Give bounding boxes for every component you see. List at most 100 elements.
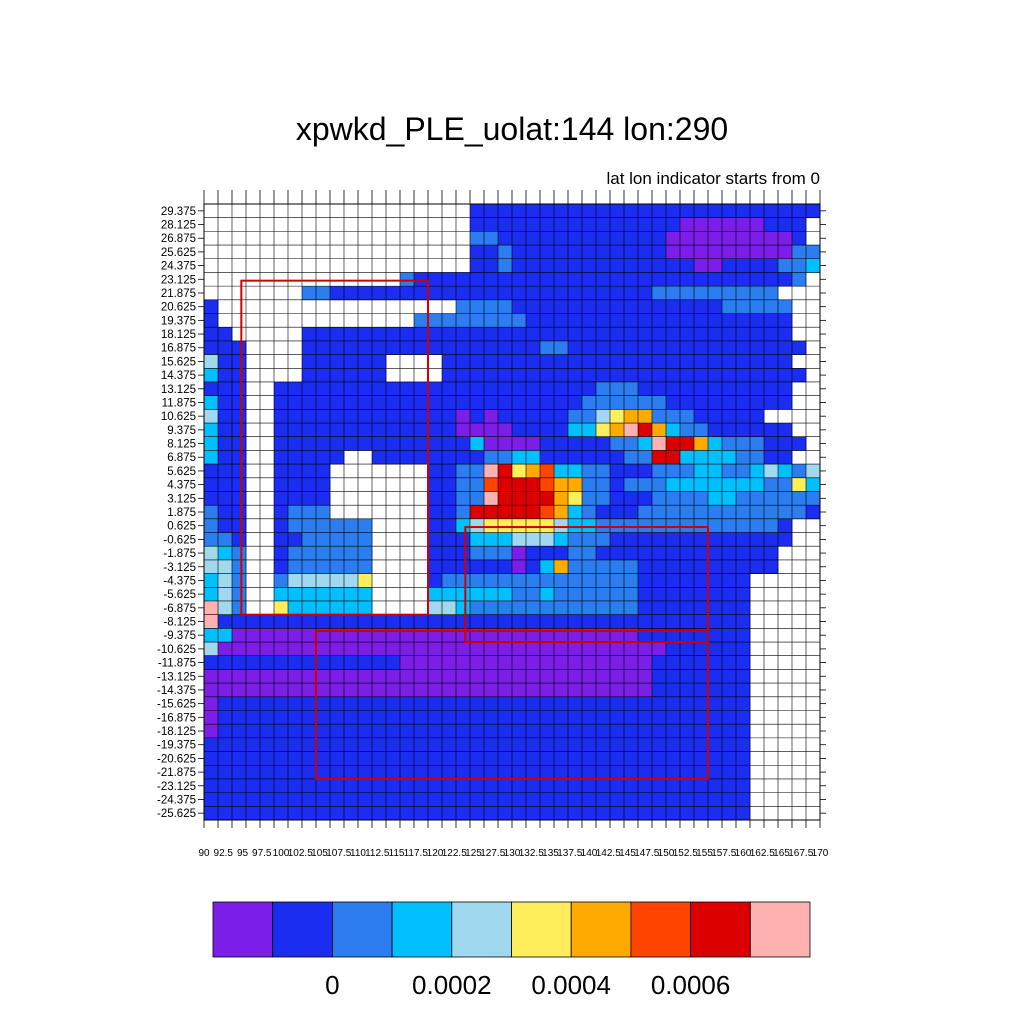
heatmap-cell xyxy=(680,559,695,574)
heatmap-cell xyxy=(666,559,681,574)
x-tick-label: 162.5 xyxy=(750,848,775,859)
heatmap-cell xyxy=(316,710,331,725)
heatmap-cell xyxy=(344,751,359,766)
heatmap-cell xyxy=(232,477,247,492)
heatmap-cell xyxy=(540,765,555,780)
heatmap-cell xyxy=(442,614,457,629)
heatmap-cell xyxy=(302,642,317,657)
heatmap-cell xyxy=(316,778,331,794)
heatmap-cell xyxy=(540,806,555,821)
heatmap-cell xyxy=(680,696,695,711)
heatmap-cell xyxy=(428,587,443,602)
heatmap-cell xyxy=(512,587,527,602)
heatmap-cell xyxy=(316,368,331,383)
heatmap-cell xyxy=(400,683,415,698)
heatmap-cell xyxy=(456,368,471,383)
heatmap-cell xyxy=(274,477,289,492)
heatmap-cell xyxy=(344,792,359,807)
heatmap-cell xyxy=(400,655,415,670)
heatmap-cell xyxy=(484,231,499,246)
heatmap-cell xyxy=(470,477,485,492)
heatmap-cell xyxy=(652,368,667,383)
heatmap-cell xyxy=(358,436,373,451)
heatmap-cell xyxy=(428,573,443,588)
heatmap-cell xyxy=(456,313,471,328)
heatmap-cell xyxy=(330,710,345,725)
heatmap-cell xyxy=(232,423,247,438)
heatmap-cell xyxy=(540,245,555,260)
heatmap-cell xyxy=(288,491,303,506)
heatmap-cell xyxy=(568,354,583,369)
heatmap-cell xyxy=(288,696,303,711)
heatmap-cell xyxy=(722,381,737,397)
heatmap-cell xyxy=(638,395,653,410)
heatmap-cell xyxy=(708,354,723,369)
heatmap-cell xyxy=(554,286,569,301)
heatmap-cell xyxy=(540,737,555,752)
heatmap-cell xyxy=(638,450,653,465)
heatmap-cell xyxy=(652,655,667,670)
heatmap-cell xyxy=(680,258,695,273)
heatmap-cell xyxy=(540,450,555,465)
heatmap-cell xyxy=(568,450,583,465)
heatmap-cell xyxy=(512,423,527,438)
heatmap-cell xyxy=(218,642,233,657)
heatmap-cell xyxy=(498,724,513,739)
heatmap-cell xyxy=(526,724,541,739)
heatmap-cell xyxy=(652,272,667,287)
heatmap-cell xyxy=(288,765,303,780)
heatmap-cell xyxy=(764,518,779,533)
heatmap-cell xyxy=(540,559,555,574)
colorbar-label: 0 xyxy=(325,970,339,1000)
heatmap-cell xyxy=(680,778,695,794)
heatmap-cell xyxy=(610,614,625,629)
heatmap-cell xyxy=(680,669,695,684)
heatmap-cell xyxy=(428,792,443,807)
heatmap-cell xyxy=(428,313,443,328)
heatmap-cell xyxy=(456,696,471,711)
heatmap-cell xyxy=(498,395,513,410)
heatmap-cell xyxy=(442,423,457,438)
heatmap-cell xyxy=(736,381,751,397)
heatmap-cell xyxy=(330,600,345,616)
heatmap-cell xyxy=(708,450,723,465)
heatmap-cell xyxy=(372,737,387,752)
heatmap-cell xyxy=(344,669,359,684)
heatmap-cell xyxy=(470,354,485,369)
heatmap-cell xyxy=(708,491,723,506)
heatmap-cell xyxy=(218,436,233,451)
heatmap-cell xyxy=(316,573,331,588)
heatmap-cell xyxy=(330,450,345,465)
heatmap-cell xyxy=(624,587,639,602)
y-tick-label: -3.125 xyxy=(163,562,196,574)
heatmap-cell xyxy=(750,477,765,492)
heatmap-cell xyxy=(358,286,373,301)
heatmap-cell xyxy=(708,409,723,424)
heatmap-cell xyxy=(638,518,653,533)
heatmap-cell xyxy=(624,724,639,739)
heatmap-cell xyxy=(344,354,359,369)
heatmap-cell xyxy=(442,436,457,451)
heatmap-cell xyxy=(442,792,457,807)
heatmap-cell xyxy=(484,354,499,369)
heatmap-cell xyxy=(470,683,485,698)
heatmap-cell xyxy=(526,518,541,533)
heatmap-cell xyxy=(484,286,499,301)
heatmap-cell xyxy=(666,683,681,698)
heatmap-cell xyxy=(624,245,639,260)
heatmap-cell xyxy=(498,696,513,711)
heatmap-cell xyxy=(358,683,373,698)
heatmap-cell xyxy=(680,573,695,588)
heatmap-cell xyxy=(288,559,303,574)
heatmap-cell xyxy=(610,340,625,355)
heatmap-cell xyxy=(666,587,681,602)
heatmap-cell xyxy=(204,299,219,314)
heatmap-cell xyxy=(456,286,471,301)
heatmap-cell xyxy=(498,354,513,369)
heatmap-cell xyxy=(680,327,695,342)
heatmap-cell xyxy=(568,600,583,616)
heatmap-cell xyxy=(750,505,765,520)
heatmap-cell xyxy=(624,491,639,506)
heatmap-cell xyxy=(652,423,667,438)
heatmap-cell xyxy=(638,724,653,739)
